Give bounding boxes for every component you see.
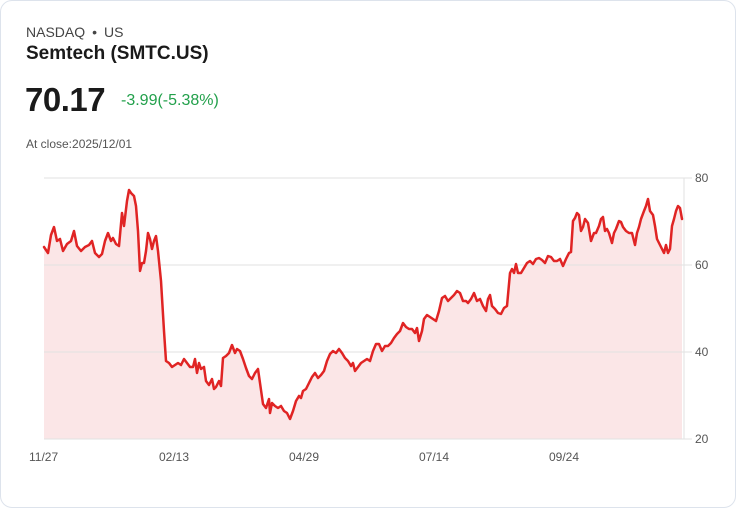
price-area: [44, 190, 682, 439]
x-axis-label: 02/13: [159, 450, 190, 464]
separator-dot: •: [92, 24, 98, 40]
close-time: At close:2025/12/01: [26, 137, 133, 151]
exchange-name: NASDAQ: [26, 24, 86, 40]
x-axis-label: 09/24: [549, 450, 580, 464]
price-change: -3.99(-5.38%): [121, 92, 219, 109]
y-axis-label: 20: [695, 432, 709, 446]
x-axis-label: 11/27: [29, 450, 59, 464]
exchange-info: NASDAQ • US: [26, 24, 123, 40]
region: US: [104, 24, 124, 40]
y-axis-label: 60: [695, 258, 709, 272]
y-axis-label: 40: [695, 345, 709, 359]
x-axis-label: 04/29: [289, 450, 320, 464]
x-axis-label: 07/14: [419, 450, 450, 464]
stock-title: Semtech (SMTC.US): [26, 43, 209, 64]
current-price: 70.17: [25, 81, 106, 118]
y-axis-label: 80: [695, 171, 709, 185]
price-line: [42, 188, 684, 421]
